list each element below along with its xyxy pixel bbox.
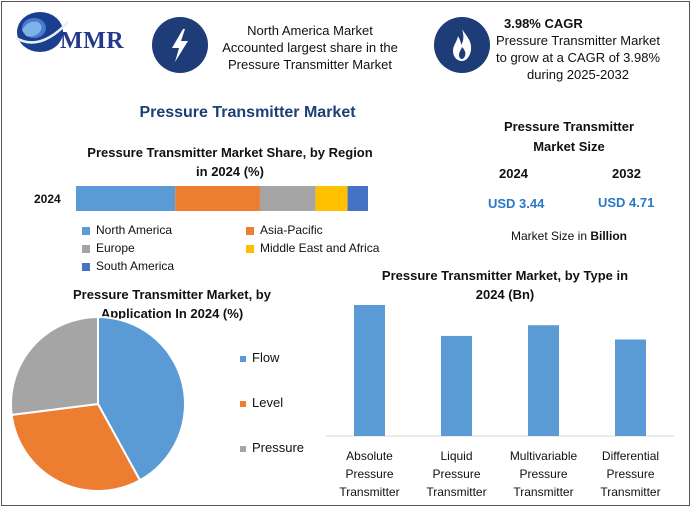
type-category-label-line: Multivariable: [509, 449, 578, 463]
legend-item-asia-pacific: Asia-Pacific: [246, 223, 323, 237]
legend-label: Level: [252, 395, 284, 410]
type-category-label-line: Transmitter: [513, 485, 574, 499]
legend-swatch: [240, 445, 246, 452]
legend-label: Flow: [252, 350, 280, 365]
market-size-title-line: Pressure Transmitter: [503, 119, 635, 134]
region-bar-segment-north-america: [76, 186, 176, 211]
type-category-label-line: Liquid: [440, 449, 473, 463]
highlight-line: Accounted largest share in the: [222, 40, 398, 55]
main-title: Pressure Transmitter Market: [139, 104, 356, 121]
type-bar-liquid: [441, 335, 472, 436]
type-category-label-line: Transmitter: [426, 485, 487, 499]
chart-title-line: in 2024 (%): [196, 164, 264, 179]
type-bar-chart: [326, 304, 674, 437]
pie-slice-pressure: [10, 316, 99, 417]
chart-title-line: Pressure Transmitter Market, by Type in: [381, 268, 629, 283]
highlight-line: to grow at a CAGR of 3.98%: [495, 50, 661, 65]
legend-label: Europe: [96, 241, 135, 255]
region-chart-title: Pressure Transmitter Market Share, by Re…: [60, 143, 400, 181]
chart-title-line: Pressure Transmitter Market, by: [73, 287, 271, 302]
highlight-cagr: 3.98% CAGR Pressure Transmitter Market t…: [488, 15, 668, 83]
type-category-label-line: Transmitter: [600, 485, 661, 499]
legend-item-north-america: North America: [82, 223, 172, 237]
legend-item-europe: Europe: [82, 241, 135, 255]
application-pie-chart: [10, 316, 186, 492]
highlight-line: during 2025-2032: [527, 67, 629, 82]
legend-item-flow: Flow: [240, 350, 279, 365]
region-bar-segment-europe: [259, 186, 316, 211]
cagr-title: 3.98% CAGR: [504, 16, 583, 31]
chart-title-line: 2024 (Bn): [475, 287, 535, 302]
footnote-unit: Billion: [590, 229, 628, 243]
type-chart-title: Pressure Transmitter Market, by Type in …: [360, 266, 650, 304]
legend-label: Pressure: [252, 440, 305, 455]
pie-slice-flow: [97, 316, 186, 482]
legend-label: South America: [96, 259, 175, 273]
chart-title-line: Application In 2024 (%): [100, 306, 244, 321]
type-category-label-line: Pressure: [606, 467, 655, 481]
market-size-title: Pressure Transmitter Market Size: [480, 117, 658, 157]
region-bar-segment-south-america: [347, 186, 368, 211]
footnote-prefix: Market Size in: [510, 229, 591, 243]
type-bar-multivariable: [528, 325, 559, 436]
market-size-footnote: Market Size in Billion: [480, 229, 658, 243]
highlight-line: Pressure Transmitter Market: [228, 57, 392, 72]
legend-item-pressure: Pressure: [240, 440, 304, 455]
logo-text: MMR: [60, 28, 125, 54]
chart-title-line: Pressure Transmitter Market Share, by Re…: [87, 145, 373, 160]
legend-label: North America: [96, 223, 173, 237]
region-stacked-bar-chart: [76, 186, 368, 211]
type-bar-differential: [615, 339, 646, 436]
pie-slice-level: [10, 402, 142, 492]
market-size-value-2024: USD 3.44: [488, 196, 545, 211]
legend-swatch: [240, 355, 246, 362]
application-chart-title: Pressure Transmitter Market, by Applicat…: [44, 285, 300, 323]
legend-label: Asia-Pacific: [260, 223, 323, 237]
type-category-label: Multivariable Pressure Transmitter: [504, 447, 584, 501]
type-category-label: Differential Pressure Transmitter: [591, 447, 671, 501]
type-category-label-line: Absolute: [346, 449, 393, 463]
type-category-label: Liquid Pressure Transmitter: [417, 447, 497, 501]
region-bar-segment-middle-east-and-africa: [315, 186, 348, 211]
type-category-label: Absolute Pressure Transmitter: [330, 447, 410, 501]
flame-icon: [434, 17, 490, 73]
legend-swatch: [240, 400, 246, 407]
market-size-year-2032: 2032: [612, 166, 641, 181]
legend-swatch: [246, 226, 254, 235]
legend-swatch: [82, 226, 90, 235]
highlight-line: North America Market: [247, 23, 373, 38]
type-category-label-line: Pressure: [519, 467, 568, 481]
legend-item-south-america: South America: [82, 259, 174, 273]
type-category-label-line: Pressure: [345, 467, 394, 481]
legend-item-middle-east-africa: Middle East and Africa: [246, 241, 379, 255]
lightning-icon: [152, 17, 208, 73]
highlight-north-america: North America Market Accounted largest s…: [210, 22, 410, 73]
legend-swatch: [246, 244, 254, 253]
legend-swatch: [82, 244, 90, 253]
region-bar-year-label: 2024: [34, 192, 61, 206]
legend-label: Middle East and Africa: [260, 241, 380, 255]
type-category-label-line: Differential: [601, 449, 660, 463]
highlight-line: Pressure Transmitter Market: [496, 33, 660, 48]
globe-logo-icon: [15, 12, 69, 52]
legend-item-level: Level: [240, 395, 283, 410]
market-size-year-2024: 2024: [499, 166, 528, 181]
market-size-value-2032: USD 4.71: [598, 195, 655, 210]
type-bar-absolute: [354, 304, 385, 436]
market-size-title-line: Market Size: [533, 139, 605, 154]
legend-swatch: [82, 262, 90, 271]
type-category-label-line: Pressure: [432, 467, 481, 481]
region-bar-segment-asia-pacific: [175, 186, 260, 211]
type-category-label-line: Transmitter: [339, 485, 400, 499]
